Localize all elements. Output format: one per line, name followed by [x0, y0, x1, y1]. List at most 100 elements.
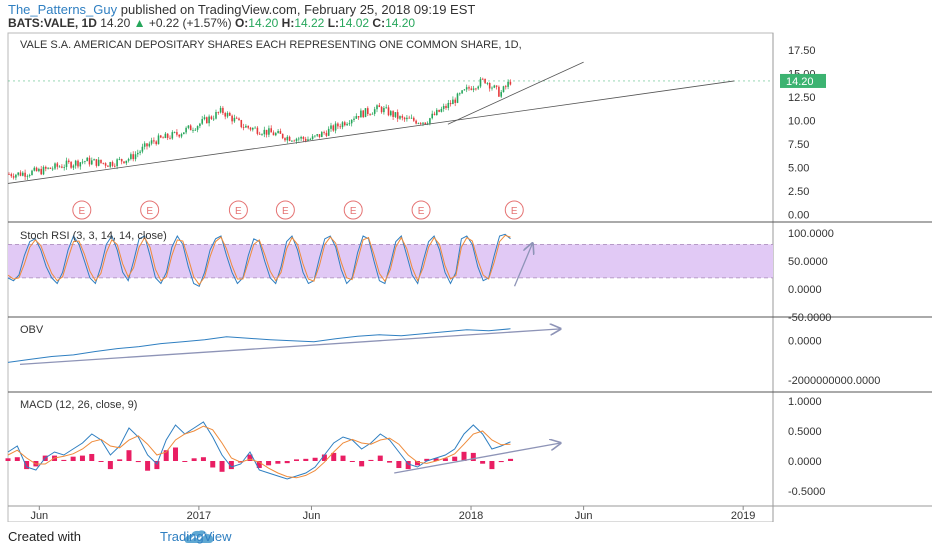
macd-histogram-bar: [303, 458, 309, 461]
candle-body: [166, 133, 169, 138]
candle-body: [357, 116, 360, 118]
tradingview-brand[interactable]: TradingView: [160, 529, 232, 544]
macd-tick-label: 0.0000: [788, 456, 822, 468]
candle-body: [212, 118, 215, 120]
high-label: H:: [281, 16, 295, 30]
candle-body: [362, 110, 364, 118]
macd-histogram-bar: [405, 461, 411, 470]
candle-body: [314, 135, 316, 137]
candle-body: [445, 105, 447, 108]
macd-tick-label: 1.0000: [788, 396, 822, 408]
candle-body: [415, 120, 417, 124]
macd-histogram-bar: [387, 461, 393, 463]
candle-body: [153, 140, 155, 142]
candle-body: [433, 113, 436, 115]
candle-body: [143, 143, 146, 147]
macd-histogram-bar: [107, 461, 113, 470]
candle-body: [242, 127, 245, 128]
macd-histogram-bar: [117, 459, 123, 461]
candle-body: [369, 114, 371, 115]
candle-body: [256, 127, 259, 134]
x-tick-label: 2019: [731, 510, 755, 522]
candle-body: [350, 119, 353, 124]
price-tick-label: 12.50: [788, 92, 816, 104]
candle-body: [185, 127, 187, 133]
open-value: 14.20: [248, 16, 279, 30]
high-value: 14.22: [294, 16, 325, 30]
macd-histogram-bar: [442, 458, 448, 461]
candle-body: [403, 117, 406, 120]
candle-body: [482, 78, 484, 80]
candle-body: [309, 139, 312, 140]
candle-body: [58, 166, 61, 168]
x-tick-label: Jun: [575, 510, 593, 522]
candle-body: [81, 161, 84, 163]
macd-histogram-bar: [61, 459, 67, 461]
macd-histogram-bar: [182, 461, 188, 462]
candle-body: [327, 128, 330, 136]
candle-body: [178, 134, 180, 137]
chart-canvas[interactable]: Jun2017Jun2018Jun201917.5015.0012.5010.0…: [0, 0, 932, 522]
candle-body: [486, 82, 489, 84]
candle-body: [376, 105, 378, 110]
candle-body: [201, 119, 203, 124]
candle-body: [155, 141, 157, 145]
candle-body: [378, 105, 381, 108]
candle-body: [300, 136, 302, 139]
price-pane-title: VALE S.A. AMERICAN DEPOSITARY SHARES EAC…: [20, 39, 522, 51]
candle-body: [224, 113, 226, 117]
tradingview-logo-icon[interactable]: [124, 526, 274, 546]
candle-body: [422, 122, 424, 124]
candle-body: [502, 86, 505, 93]
candle-body: [91, 160, 93, 165]
candle-body: [233, 117, 236, 122]
candle-body: [45, 166, 47, 169]
author-link[interactable]: The_Patterns_Guy: [8, 2, 118, 17]
candle-body: [35, 167, 38, 172]
candle-body: [28, 175, 31, 176]
candle-body: [95, 159, 98, 166]
candle-body: [199, 123, 201, 127]
candle-body: [332, 125, 335, 131]
price-trendline: [7, 80, 735, 184]
candle-body: [203, 117, 206, 120]
obv-annotation-arrow: [19, 329, 561, 366]
candle-body: [495, 85, 498, 87]
candle-body: [114, 165, 116, 167]
stoch-tick-label: -50.0000: [788, 312, 831, 324]
candle-body: [15, 174, 17, 178]
candle-body: [364, 108, 367, 118]
candle-body: [77, 160, 79, 167]
macd-histogram-bar: [480, 461, 486, 464]
candle-body: [226, 112, 229, 117]
macd-histogram-bar: [508, 458, 514, 461]
price-tick-label: 17.50: [788, 45, 816, 57]
price-tick-label: 10.00: [788, 115, 816, 127]
macd-histogram-bar: [5, 458, 11, 461]
candle-body: [390, 111, 392, 116]
candle-body: [160, 135, 162, 138]
candle-body: [465, 87, 468, 90]
candle-body: [141, 146, 144, 152]
candle-body: [337, 123, 339, 127]
candle-body: [447, 102, 450, 108]
candle-body: [102, 162, 105, 164]
candle-body: [261, 134, 263, 136]
macd-histogram-bar: [284, 461, 290, 464]
candle-body: [10, 174, 13, 177]
candle-body: [61, 166, 63, 168]
last-price-tag: [780, 73, 826, 88]
candle-body: [180, 134, 183, 137]
candle-body: [291, 140, 293, 142]
earnings-marker: [504, 200, 524, 220]
candle-body: [438, 109, 440, 112]
candle-body: [22, 172, 24, 176]
candle-body: [192, 129, 194, 131]
candle-body: [111, 162, 114, 166]
candle-body: [120, 158, 123, 162]
obv-tick-label: -2000000000.0000: [788, 375, 880, 387]
candle-body: [130, 154, 132, 159]
candle-body: [268, 128, 270, 135]
up-arrow-icon: ▲: [133, 16, 146, 30]
price-change: +0.22 (+1.57%): [148, 16, 232, 30]
